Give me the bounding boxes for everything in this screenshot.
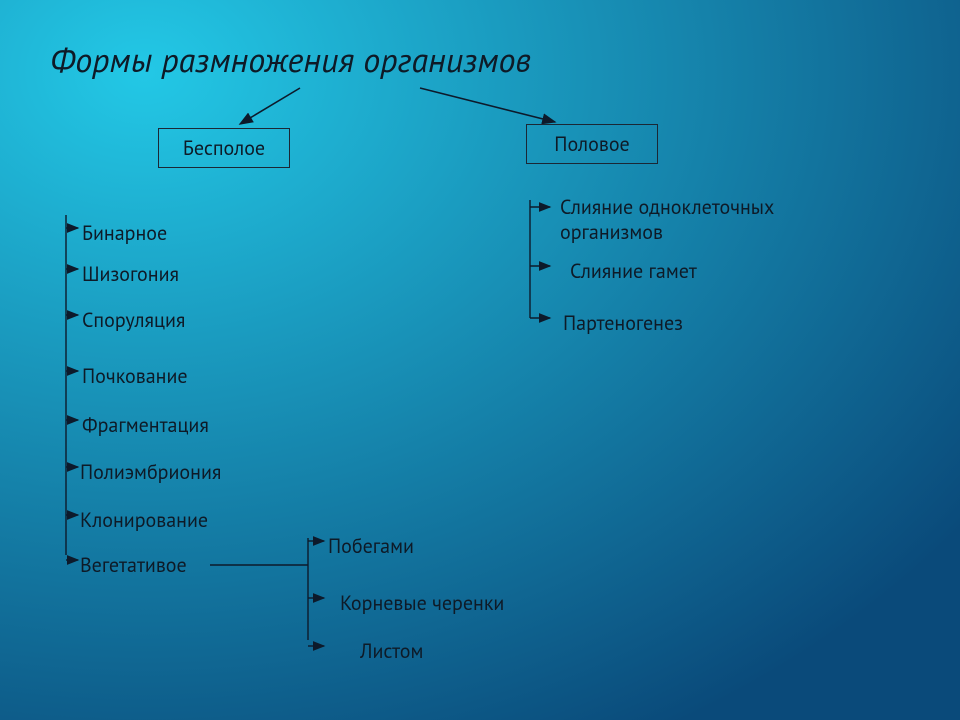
slide-title: Формы размножения организмов	[50, 38, 531, 82]
vegetative_sub-item: Корневые черенки	[340, 590, 504, 616]
asexual-category-box: Бесполое	[158, 128, 290, 168]
asexual_tree-item: Фрагментация	[82, 412, 209, 438]
vegetative_sub-item: Побегами	[328, 533, 414, 559]
sexual_tree-item: Слияние гамет	[570, 258, 697, 284]
asexual_tree-item: Почкование	[82, 363, 188, 389]
asexual_tree-item: Бинарное	[82, 220, 167, 246]
sexual_tree-item: Партеногенез	[563, 310, 683, 336]
asexual_tree-item: Клонирование	[80, 507, 208, 533]
diagram-canvas: Формы размножения организмов Бесполое Поло…	[0, 0, 960, 720]
asexual_tree-item: Шизогония	[82, 261, 179, 287]
sexual_tree-item: Слияние одноклеточных организмов	[560, 195, 860, 245]
asexual_tree-item: Полиэмбриония	[80, 459, 221, 485]
vegetative_sub-item: Листом	[360, 638, 423, 664]
asexual_tree-item: Вегетативое	[80, 552, 187, 578]
asexual_tree-item: Споруляция	[82, 307, 185, 333]
sexual-category-box: Половое	[526, 124, 658, 164]
